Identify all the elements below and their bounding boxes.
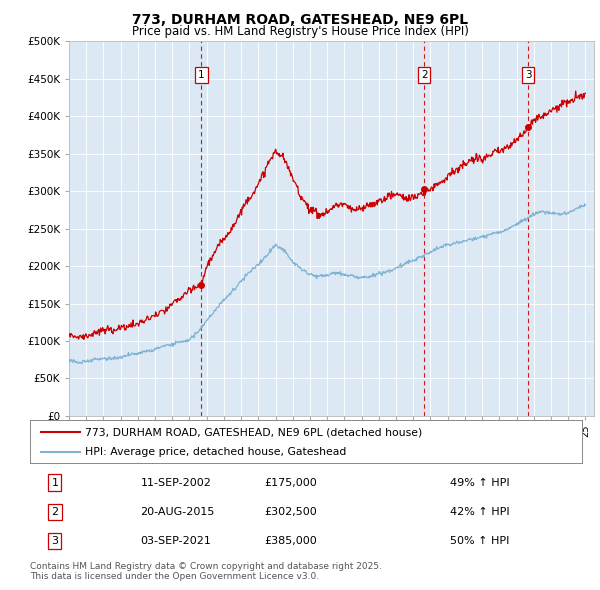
Text: 773, DURHAM ROAD, GATESHEAD, NE9 6PL (detached house): 773, DURHAM ROAD, GATESHEAD, NE9 6PL (de… bbox=[85, 427, 422, 437]
Text: HPI: Average price, detached house, Gateshead: HPI: Average price, detached house, Gate… bbox=[85, 447, 347, 457]
Text: 1: 1 bbox=[52, 477, 58, 487]
Text: 2: 2 bbox=[421, 70, 427, 80]
Text: 49% ↑ HPI: 49% ↑ HPI bbox=[449, 477, 509, 487]
Text: 11-SEP-2002: 11-SEP-2002 bbox=[140, 477, 211, 487]
Text: 2: 2 bbox=[51, 507, 58, 517]
Text: 3: 3 bbox=[52, 536, 58, 546]
Text: £302,500: £302,500 bbox=[264, 507, 317, 517]
Text: £385,000: £385,000 bbox=[264, 536, 317, 546]
Text: £175,000: £175,000 bbox=[264, 477, 317, 487]
Text: 3: 3 bbox=[525, 70, 532, 80]
Text: 1: 1 bbox=[198, 70, 205, 80]
Text: 03-SEP-2021: 03-SEP-2021 bbox=[140, 536, 211, 546]
Text: 50% ↑ HPI: 50% ↑ HPI bbox=[449, 536, 509, 546]
Text: 773, DURHAM ROAD, GATESHEAD, NE9 6PL: 773, DURHAM ROAD, GATESHEAD, NE9 6PL bbox=[132, 13, 468, 27]
Text: Price paid vs. HM Land Registry's House Price Index (HPI): Price paid vs. HM Land Registry's House … bbox=[131, 25, 469, 38]
Text: 20-AUG-2015: 20-AUG-2015 bbox=[140, 507, 215, 517]
Text: Contains HM Land Registry data © Crown copyright and database right 2025.
This d: Contains HM Land Registry data © Crown c… bbox=[30, 562, 382, 581]
Text: 42% ↑ HPI: 42% ↑ HPI bbox=[449, 507, 509, 517]
